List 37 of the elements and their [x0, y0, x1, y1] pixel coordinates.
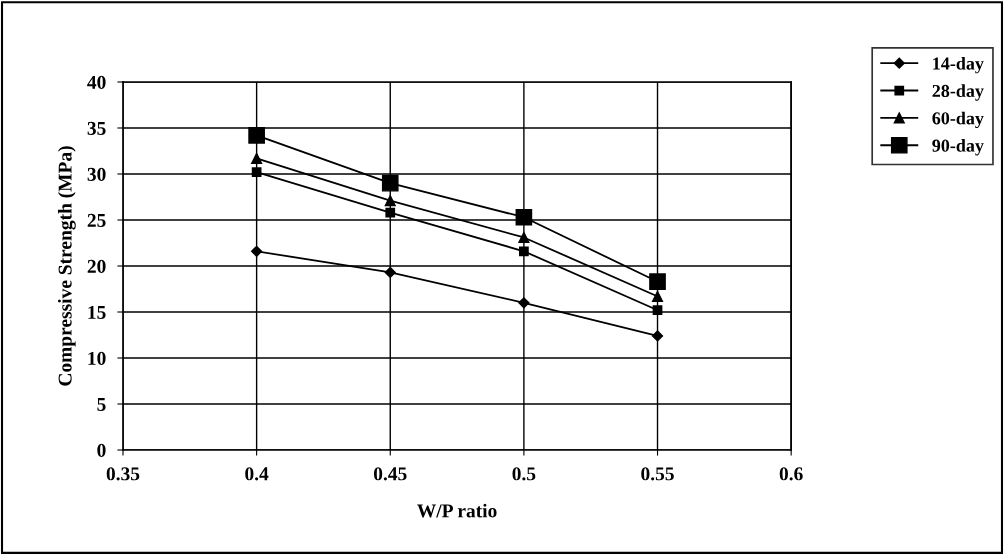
point: [651, 330, 664, 342]
y-tick-label: 10: [88, 351, 106, 365]
x-tick-label: 0.45: [373, 467, 407, 481]
x-tick-label: 0.5: [512, 467, 536, 481]
legend-label: 14-day: [933, 56, 984, 74]
point: [519, 246, 529, 257]
point: [385, 207, 396, 218]
point: [649, 273, 666, 290]
legend-label: 28-day: [932, 84, 984, 101]
x-tick-label: 0.55: [641, 467, 674, 481]
x-tick-label: 0.6: [779, 467, 803, 481]
y-tick-label: 20: [87, 259, 106, 273]
y-axis-title: Compressive Strength (MPa): [57, 146, 76, 386]
point: [384, 266, 396, 279]
point: [651, 290, 664, 302]
point: [652, 305, 663, 316]
y-tick-label: 30: [87, 167, 106, 181]
legend-label: 90-day: [932, 139, 984, 156]
y-tick-label: 5: [97, 398, 106, 411]
y-tick-label: 25: [87, 213, 106, 227]
point: [518, 231, 530, 244]
point: [251, 245, 263, 257]
point: [251, 167, 262, 178]
x-axis-title: W/P ratio: [417, 503, 497, 518]
legend-label: 60-day: [932, 111, 984, 129]
x-tick-label: 0.4: [245, 467, 269, 481]
point: [515, 208, 533, 226]
point: [381, 174, 399, 192]
point: [248, 127, 265, 144]
point: [518, 297, 530, 309]
x-tick-label: 0.35: [106, 467, 140, 481]
y-tick-label: 15: [88, 305, 106, 319]
y-tick-label: 40: [87, 75, 106, 89]
y-tick-label: 35: [87, 121, 106, 135]
point: [251, 152, 263, 164]
point: [384, 195, 396, 207]
y-tick-label: 0: [97, 443, 106, 457]
